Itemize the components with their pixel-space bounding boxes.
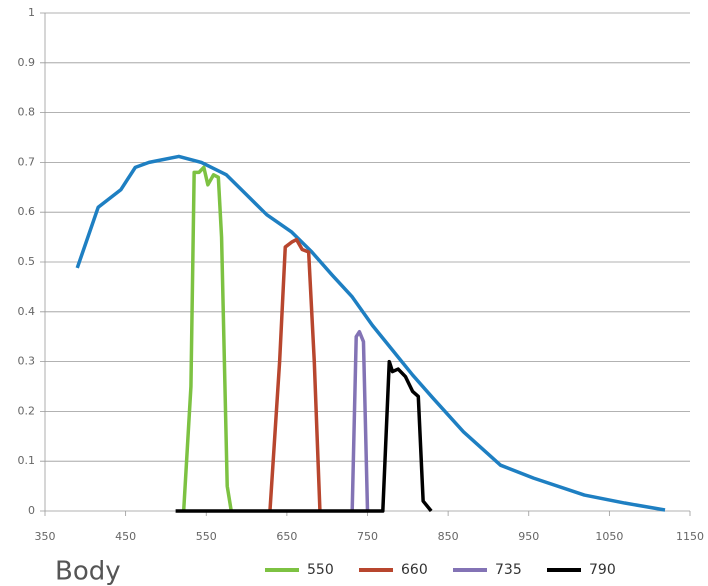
y-tick-label: 0 [28, 504, 35, 517]
x-tick-label: 650 [276, 530, 297, 543]
y-tick-label: 0.6 [18, 205, 36, 218]
legend-label: 550 [307, 562, 334, 578]
x-tick-label: 1150 [676, 530, 704, 543]
legend-label: 790 [589, 562, 616, 578]
x-tick-label: 1050 [595, 530, 623, 543]
x-tick-label: 450 [115, 530, 136, 543]
x-tick-label: 350 [35, 530, 56, 543]
series-line [350, 329, 370, 512]
series-line [175, 359, 433, 513]
series-line [75, 154, 666, 512]
y-tick-label: 0.7 [18, 155, 36, 168]
x-tick-label: 850 [438, 530, 459, 543]
series-line [268, 237, 322, 512]
y-tick-label: 0.9 [18, 56, 36, 69]
y-tick-label: 0.4 [18, 305, 36, 318]
annotation: Body [55, 557, 121, 586]
y-tick-label: 0.1 [18, 454, 36, 467]
legend-label: 735 [495, 562, 522, 578]
x-tick-label: 750 [357, 530, 378, 543]
y-tick-label: 0.8 [18, 106, 36, 119]
series-line [181, 165, 233, 512]
y-tick-label: 0.2 [18, 404, 36, 417]
legend-label: 660 [401, 562, 428, 578]
x-tick-label: 950 [518, 530, 539, 543]
y-tick-label: 0.3 [18, 355, 36, 368]
x-tick-label: 550 [196, 530, 217, 543]
y-tick-label: 0.5 [18, 255, 36, 268]
y-tick-label: 1 [28, 6, 35, 19]
